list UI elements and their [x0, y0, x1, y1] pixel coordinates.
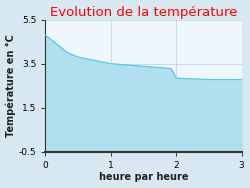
Title: Evolution de la température: Evolution de la température [50, 6, 237, 19]
X-axis label: heure par heure: heure par heure [99, 172, 188, 182]
Y-axis label: Température en °C: Température en °C [6, 34, 16, 137]
